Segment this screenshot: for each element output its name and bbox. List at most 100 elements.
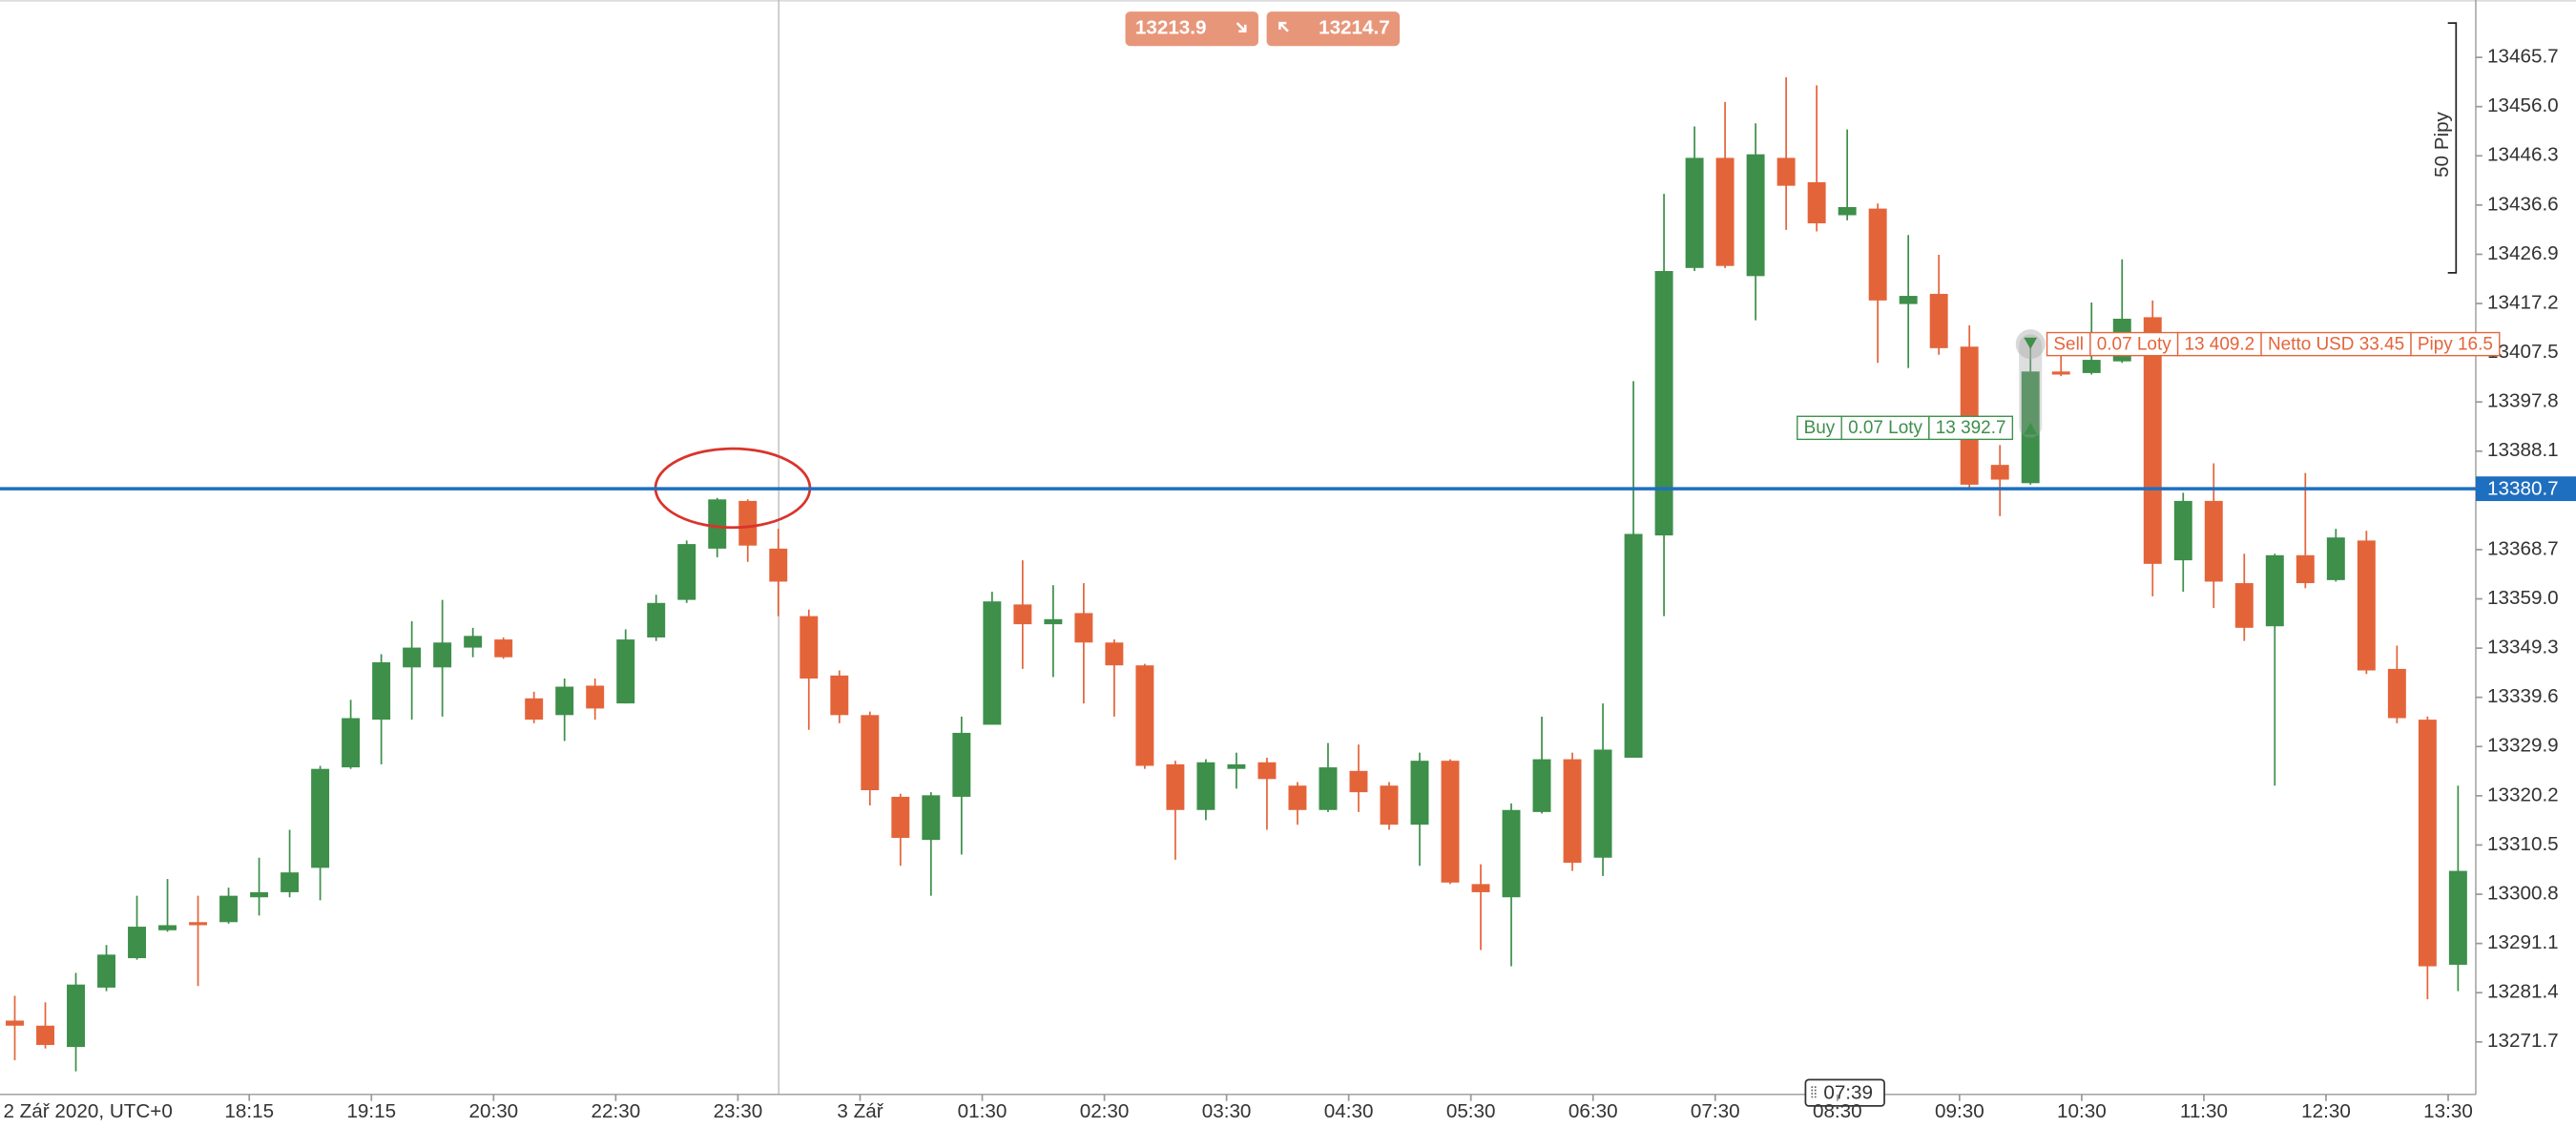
candle-body — [1838, 206, 1857, 216]
y-tick-label: 13271.7 — [2487, 1030, 2559, 1052]
candle-body — [525, 698, 544, 721]
candle — [250, 857, 269, 916]
buy-button[interactable] — [1266, 11, 1401, 47]
candle-body — [280, 872, 300, 892]
candle — [647, 595, 666, 641]
candle-body — [677, 544, 696, 600]
candle — [830, 670, 849, 723]
trade-tag: Sell 0.07 Loty 13 409.2 Netto USD 33.45 Pipy… — [2046, 331, 2501, 357]
y-tick-label: 13281.4 — [2487, 981, 2559, 1003]
candle — [616, 629, 635, 704]
candle — [1929, 254, 1948, 355]
candle — [738, 499, 758, 562]
candle-body — [372, 662, 391, 721]
trade-tag-text: 0.07 Loty — [1848, 418, 1922, 438]
x-tick-label: 01:30 — [958, 1100, 1008, 1122]
candle-body — [1502, 809, 1521, 898]
y-tick-label: 13339.6 — [2487, 685, 2559, 707]
candle — [952, 716, 971, 855]
candle — [1624, 381, 1643, 758]
candle-body — [952, 732, 971, 797]
candle — [1838, 129, 1857, 220]
candle-body — [1624, 533, 1643, 758]
candle — [677, 540, 696, 603]
y-tick-label: 13397.8 — [2487, 390, 2559, 412]
quote-buttons[interactable]: 13213.9 13214.7 — [1125, 11, 1401, 47]
candle-body — [1288, 785, 1307, 810]
candle-body — [1044, 618, 1063, 625]
trade-tag-box — [1928, 415, 2014, 441]
candle-body — [2204, 500, 2223, 582]
candle — [1715, 101, 1735, 268]
candle — [2265, 554, 2284, 786]
candle — [1349, 744, 1368, 812]
candle-body — [250, 891, 269, 898]
bid-price: 13213.9 — [1135, 17, 1207, 39]
candle-body — [1868, 208, 1887, 301]
candle-body — [708, 499, 727, 549]
candle — [769, 529, 788, 616]
candle-body — [1899, 296, 1918, 304]
candle-body — [1746, 154, 1765, 277]
candle-body — [1074, 613, 1093, 643]
candle-body — [97, 954, 116, 988]
trade-tag-text: Pipy 16.5 — [2418, 334, 2493, 354]
candle — [1044, 585, 1063, 678]
candle — [1166, 761, 1185, 860]
candle-body — [464, 636, 483, 648]
candle — [1471, 864, 1490, 950]
trade-tag-box — [2176, 331, 2262, 357]
candle — [2234, 554, 2254, 641]
candle — [1502, 803, 1521, 967]
candle-body — [433, 642, 452, 668]
candle-body — [1227, 763, 1246, 769]
candle-body — [1960, 346, 1979, 485]
candle-body — [311, 768, 330, 868]
x-tick-label: 04:30 — [1324, 1100, 1374, 1122]
candle-body — [1685, 157, 1704, 268]
trade-tag: Buy 0.07 Loty 13 392.7 — [1797, 415, 2014, 441]
candle-body — [1166, 763, 1185, 810]
candle — [1288, 782, 1307, 825]
y-tick-label: 13426.9 — [2487, 242, 2559, 264]
candle-body — [2234, 583, 2254, 628]
sell-button[interactable] — [1125, 11, 1259, 47]
candle-body — [647, 602, 666, 637]
candle — [1960, 324, 1979, 489]
candle — [1654, 194, 1673, 616]
candle-body — [342, 718, 361, 768]
x-tick-label: 3 Zář — [837, 1100, 883, 1122]
candle — [800, 609, 819, 730]
price-label: 13380.7 — [2487, 477, 2559, 499]
candle-body — [1532, 759, 1551, 812]
y-tick-label: 13320.2 — [2487, 783, 2559, 805]
candle — [1563, 752, 1582, 871]
crosshair-time: 07:39 — [1823, 1081, 1873, 1103]
ask-price: 13214.7 — [1319, 17, 1390, 39]
crosshair-box — [1804, 1078, 1885, 1107]
candle-body — [2082, 360, 2101, 373]
candle-body — [1013, 604, 1032, 625]
y-tick-label: 13407.5 — [2487, 341, 2559, 363]
candle — [1807, 85, 1826, 232]
x-tick-label: 20:30 — [468, 1100, 518, 1122]
x-tick-label: 23:30 — [714, 1100, 763, 1122]
candle — [1074, 583, 1093, 704]
y-tick-label: 13300.8 — [2487, 882, 2559, 904]
candle — [36, 1002, 54, 1049]
plot — [6, 76, 2467, 1072]
candle-body — [2448, 870, 2467, 965]
x-tick-label: 03:30 — [1202, 1100, 1252, 1122]
candle-body — [1990, 465, 2009, 480]
candle — [342, 700, 361, 769]
candle-body — [1196, 762, 1215, 810]
candle — [2387, 645, 2406, 723]
candle-body — [158, 925, 177, 930]
candle-body — [861, 715, 880, 791]
buy-marker — [2024, 423, 2038, 435]
candle — [1746, 123, 1765, 321]
candle-body — [800, 616, 819, 679]
position-shade — [2019, 334, 2043, 438]
candle — [1990, 445, 2009, 516]
